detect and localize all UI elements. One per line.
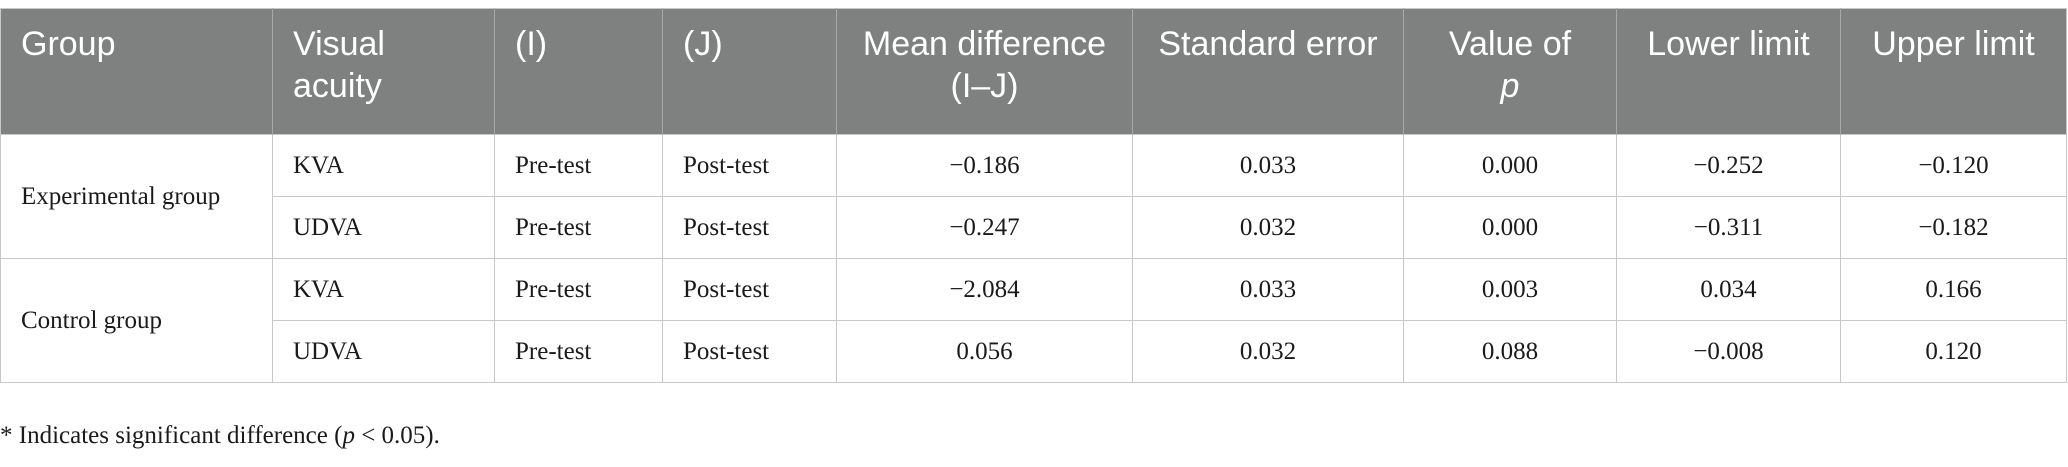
i-cell: Pre-test	[494, 320, 663, 383]
visual-acuity-cell: UDVA	[272, 196, 495, 259]
visual-acuity-cell: KVA	[272, 134, 495, 197]
i-cell: Pre-test	[494, 134, 663, 197]
group-cell: Control group	[0, 258, 273, 383]
upper-limit-cell: 0.120	[1840, 320, 2067, 383]
table-row: Experimental group KVA Pre-test Post-tes…	[0, 134, 2067, 259]
p-value-cell: 0.000	[1403, 196, 1617, 259]
standard-error-cell: 0.033	[1132, 134, 1404, 197]
group-cell: Experimental group	[0, 134, 273, 259]
mean-difference-cell: −0.247	[836, 196, 1133, 259]
p-value-cell: 0.088	[1403, 320, 1617, 383]
visual-acuity-cell: UDVA	[272, 320, 495, 383]
j-cell: Post-test	[662, 320, 837, 383]
table-row: Control group KVA Pre-test Post-test −2.…	[0, 258, 2067, 383]
mean-difference-cell: 0.056	[836, 320, 1133, 383]
table-row: UDVA Pre-test Post-test −0.247 0.032 0.0…	[1, 196, 2067, 259]
visual-acuity-cell: KVA	[272, 258, 495, 321]
upper-limit-cell: 0.166	[1840, 258, 2067, 321]
lower-limit-cell: −0.252	[1616, 134, 1841, 197]
header-value-of-label: Value of	[1448, 25, 1572, 63]
standard-error-cell: 0.032	[1132, 196, 1404, 259]
footnote-p-symbol: p	[342, 422, 355, 449]
upper-limit-cell: −0.182	[1840, 196, 2067, 259]
header-group: Group	[0, 8, 273, 135]
header-upper-limit: Upper limit	[1840, 8, 2067, 135]
header-lower-limit: Lower limit	[1616, 8, 1841, 135]
j-cell: Post-test	[662, 258, 837, 321]
header-mean-difference: Mean difference (I–J)	[836, 8, 1133, 135]
standard-error-cell: 0.032	[1132, 320, 1404, 383]
footnote-prefix: * Indicates significant difference (	[0, 422, 343, 449]
p-value-cell: 0.000	[1403, 134, 1617, 197]
mean-difference-cell: −0.186	[836, 134, 1133, 197]
j-cell: Post-test	[662, 196, 837, 259]
mean-difference-cell: −2.084	[836, 258, 1133, 321]
header-standard-error: Standard error	[1132, 8, 1404, 135]
header-p-symbol: p	[1500, 67, 1520, 105]
lower-limit-cell: 0.034	[1616, 258, 1841, 321]
lower-limit-cell: −0.311	[1616, 196, 1841, 259]
table-row: UDVA Pre-test Post-test 0.056 0.032 0.08…	[1, 320, 2067, 383]
header-row: Group Visual acuity (I) (J) Mean differe…	[0, 8, 2067, 135]
j-cell: Post-test	[662, 134, 837, 197]
header-i: (I)	[494, 8, 663, 135]
p-value-cell: 0.003	[1403, 258, 1617, 321]
upper-limit-cell: −0.120	[1840, 134, 2067, 197]
footnote-suffix: < 0.05).	[354, 422, 440, 449]
header-visual-acuity: Visual acuity	[272, 8, 495, 135]
table-container: Group Visual acuity (I) (J) Mean differe…	[0, 8, 2068, 383]
i-cell: Pre-test	[494, 196, 663, 259]
header-j: (J)	[662, 8, 837, 135]
results-table: Group Visual acuity (I) (J) Mean differe…	[0, 8, 2067, 383]
table-footnote: * Indicates significant difference (p < …	[0, 422, 440, 450]
i-cell: Pre-test	[494, 258, 663, 321]
standard-error-cell: 0.033	[1132, 258, 1404, 321]
header-value-of-p: Value of p	[1403, 8, 1617, 135]
lower-limit-cell: −0.008	[1616, 320, 1841, 383]
